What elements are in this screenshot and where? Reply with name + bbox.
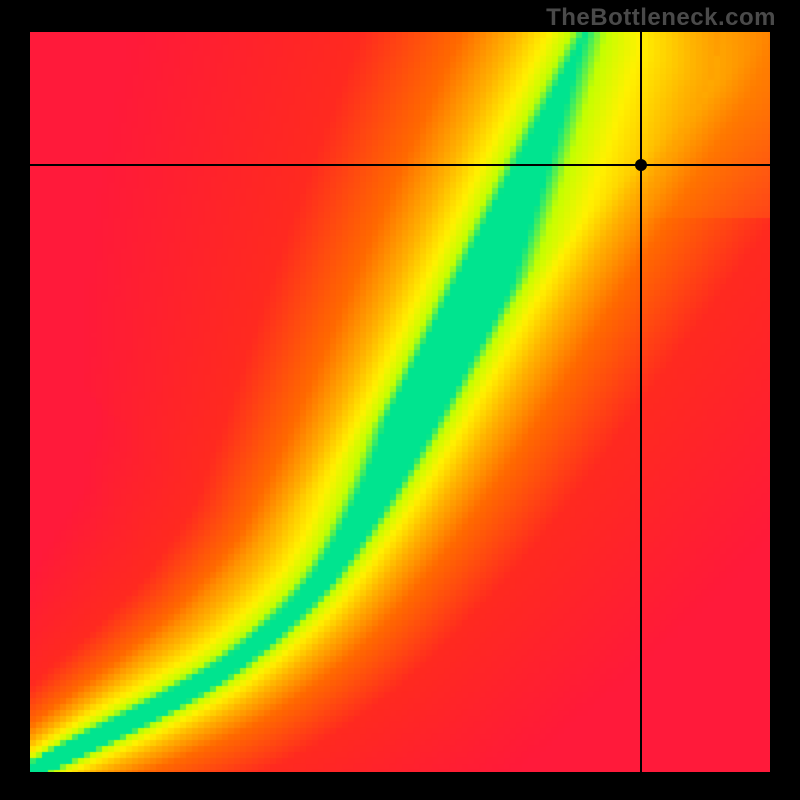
crosshair-marker (635, 159, 647, 171)
bottleneck-heatmap (30, 32, 770, 772)
watermark-text: TheBottleneck.com (546, 4, 776, 32)
crosshair-vertical (640, 32, 642, 772)
chart-root: TheBottleneck.com (0, 0, 800, 800)
crosshair-horizontal (30, 164, 770, 166)
